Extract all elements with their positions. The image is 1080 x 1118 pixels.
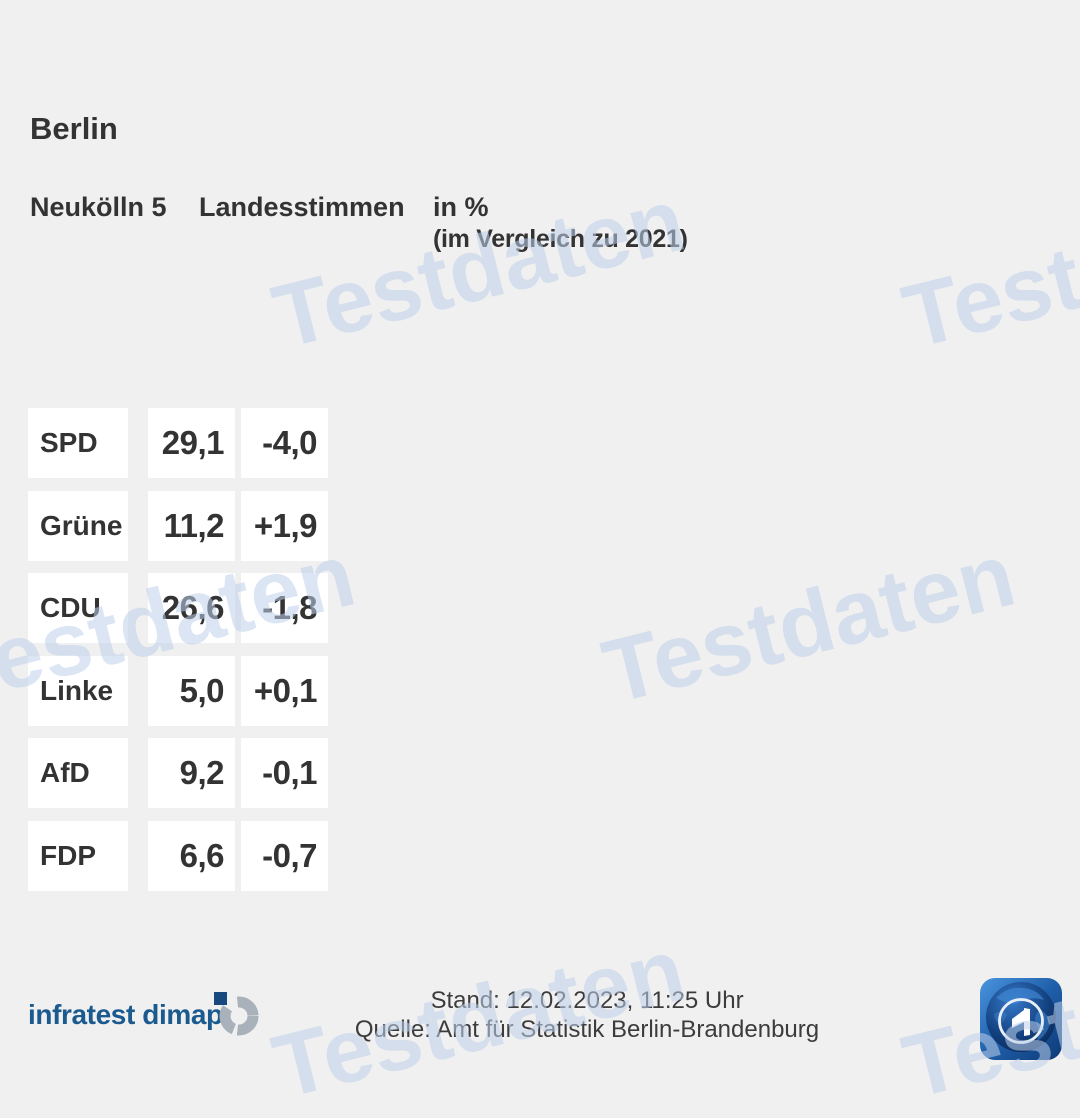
testdaten-watermark: Testdaten: [593, 524, 1025, 724]
page-title: Berlin: [30, 111, 118, 146]
party-name-cell: SPD: [28, 408, 128, 478]
unit-label: in %: [433, 192, 489, 222]
party-change-cell: -4,0: [241, 408, 328, 478]
party-value-cell: 9,2: [148, 738, 235, 808]
vote-type-label: Landesstimmen: [199, 192, 405, 222]
party-value-cell: 5,0: [148, 655, 235, 726]
testdaten-watermark: Testdaten: [0, 169, 5, 369]
ard-logo-icon: [980, 978, 1062, 1060]
party-name-cell: FDP: [28, 820, 128, 891]
infratest-dimap-logo-text: infratest dimap: [28, 999, 223, 1030]
party-value-cell: 29,1: [148, 408, 235, 478]
party-change-cell: -1,8: [241, 573, 328, 643]
table-row: Linke 5,0 +0,1: [28, 655, 328, 726]
party-value-cell: 26,6: [148, 573, 235, 643]
party-name-cell: Linke: [28, 655, 128, 726]
party-name-cell: Grüne: [28, 490, 128, 561]
testdaten-watermark: Testdaten: [0, 919, 5, 1118]
party-value-cell: 11,2: [148, 490, 235, 561]
source-block: Stand: 12.02.2023, 11:25 Uhr Quelle: Amt…: [322, 986, 852, 1044]
table-row: Grüne 11,2 +1,9: [28, 490, 328, 561]
party-change-cell: +1,9: [241, 490, 328, 561]
party-change-cell: -0,1: [241, 738, 328, 808]
party-name-cell: CDU: [28, 573, 128, 643]
table-row: AfD 9,2 -0,1: [28, 738, 328, 808]
source-text: Quelle: Amt für Statistik Berlin-Branden…: [354, 1016, 820, 1043]
testdaten-watermark: Testdaten: [893, 169, 1080, 369]
party-change-cell: +0,1: [241, 655, 328, 726]
infratest-dimap-logo-icon: [214, 992, 259, 1036]
district-label: Neukölln 5: [30, 192, 167, 222]
party-value-cell: 6,6: [148, 820, 235, 891]
comparison-label: (im Vergleich zu 2021): [433, 225, 688, 253]
table-row: CDU 26,6 -1,8: [28, 573, 328, 643]
party-change-cell: -0,7: [241, 820, 328, 891]
table-row: FDP 6,6 -0,7: [28, 820, 328, 891]
party-name-cell: AfD: [28, 738, 128, 808]
timestamp-text: Stand: 12.02.2023, 11:25 Uhr: [430, 987, 744, 1014]
table-row: SPD 29,1 -4,0: [28, 408, 328, 478]
broadcast-graphic: Berlin Neukölln 5 Landesstimmen in % (im…: [0, 111, 1080, 1118]
